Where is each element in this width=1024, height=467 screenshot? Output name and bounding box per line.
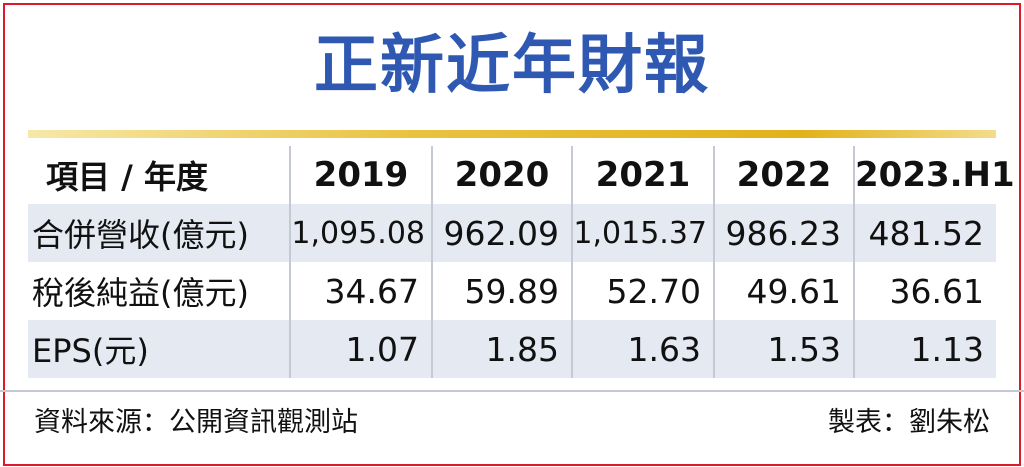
table-cell: 34.67 xyxy=(289,262,432,320)
table-cell: 1,015.37 xyxy=(571,204,714,262)
table-cell: 1.85 xyxy=(431,320,572,378)
header-2019: 2019 xyxy=(289,146,432,204)
header-2023-h1: 2023.H1 xyxy=(853,146,1015,204)
table-row-eps: EPS(元) 1.07 1.85 1.63 1.53 1.13 xyxy=(28,320,996,378)
table-cell: 481.52 xyxy=(853,204,996,262)
header-item-year: 項目 / 年度 xyxy=(46,158,208,196)
header-2020: 2020 xyxy=(431,146,572,204)
table-cell: 986.23 xyxy=(713,204,854,262)
table-cell: 1,095.08 xyxy=(289,204,432,262)
source-note: 資料來源：公開資訊觀測站 xyxy=(34,407,358,438)
table-cell: 49.61 xyxy=(713,262,854,320)
header-2021: 2021 xyxy=(571,146,714,204)
table-cell: 1.07 xyxy=(289,320,432,378)
table-cell: 52.70 xyxy=(571,262,714,320)
header-2022: 2022 xyxy=(713,146,854,204)
row-label: 合併營收(億元) xyxy=(28,204,290,262)
table-cell: 962.09 xyxy=(431,204,572,262)
row-label: EPS(元) xyxy=(28,320,290,378)
header-row: 項目 / 年度 2019 2020 2021 2022 2023.H1 xyxy=(28,146,1015,204)
table-row-revenue: 合併營收(億元) 1,095.08 962.09 1,015.37 986.23… xyxy=(28,204,996,262)
outer-frame xyxy=(3,3,1021,466)
footer-divider xyxy=(0,390,1024,452)
row-label: 稅後純益(億元) xyxy=(32,274,249,312)
table-cell: 36.61 xyxy=(853,262,996,320)
maker-credit: 製表：劉朱松 xyxy=(828,407,990,438)
table-cell: 1.63 xyxy=(571,320,714,378)
table-cell: 59.89 xyxy=(431,262,572,320)
gold-divider xyxy=(28,130,996,138)
page-title: 正新近年財報 xyxy=(314,29,710,103)
table-row-net-income: 稅後純益(億元) 34.67 59.89 52.70 49.61 36.61 xyxy=(28,262,996,320)
financial-table: 項目 / 年度 2019 2020 2021 2022 2023.H1 合併營收… xyxy=(28,146,1015,378)
table-cell: 1.53 xyxy=(713,320,854,378)
table-cell: 1.13 xyxy=(853,320,996,378)
